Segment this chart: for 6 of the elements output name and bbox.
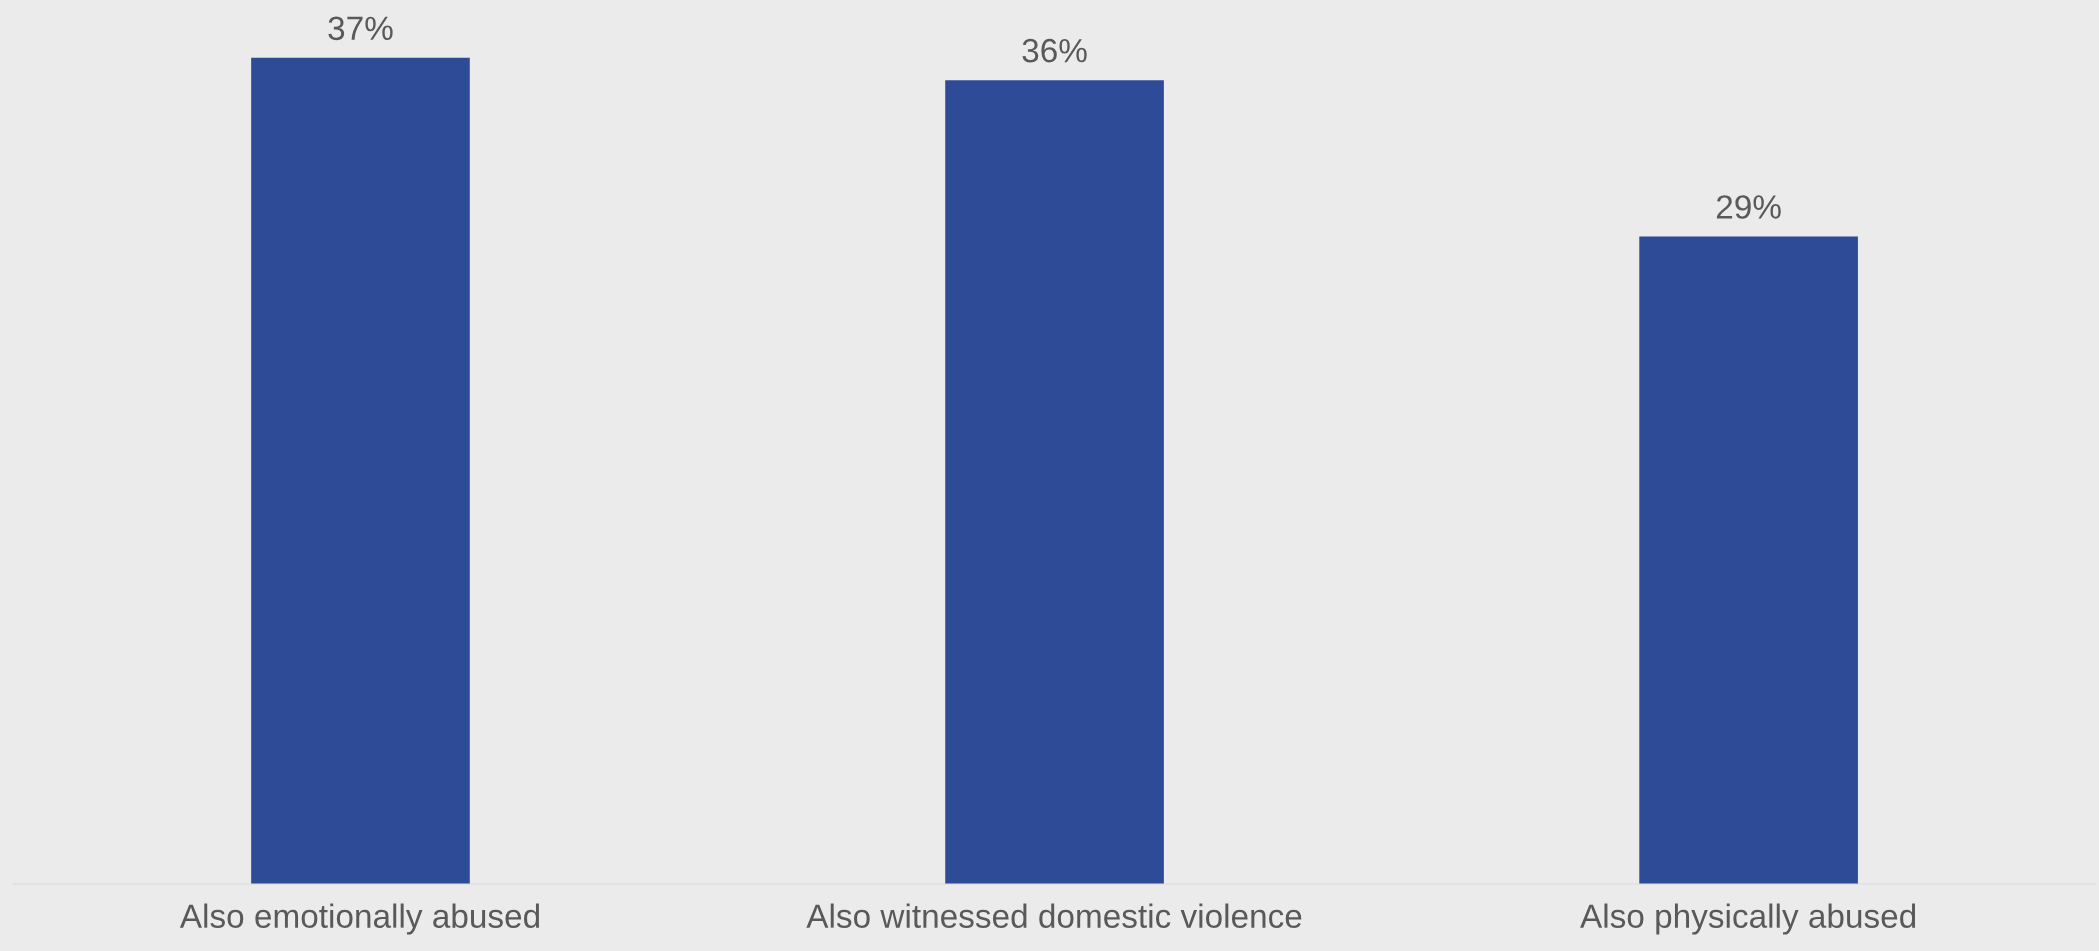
x-tick-label: Also witnessed domestic violence [806, 903, 1302, 928]
x-tick-label: Also emotionally abused [179, 903, 539, 935]
data-label: 29% [1716, 195, 1781, 219]
data-label: 37% [328, 16, 393, 41]
x-tick-label: Also physically abused [1580, 903, 1916, 935]
data-label: 36% [1022, 38, 1087, 63]
